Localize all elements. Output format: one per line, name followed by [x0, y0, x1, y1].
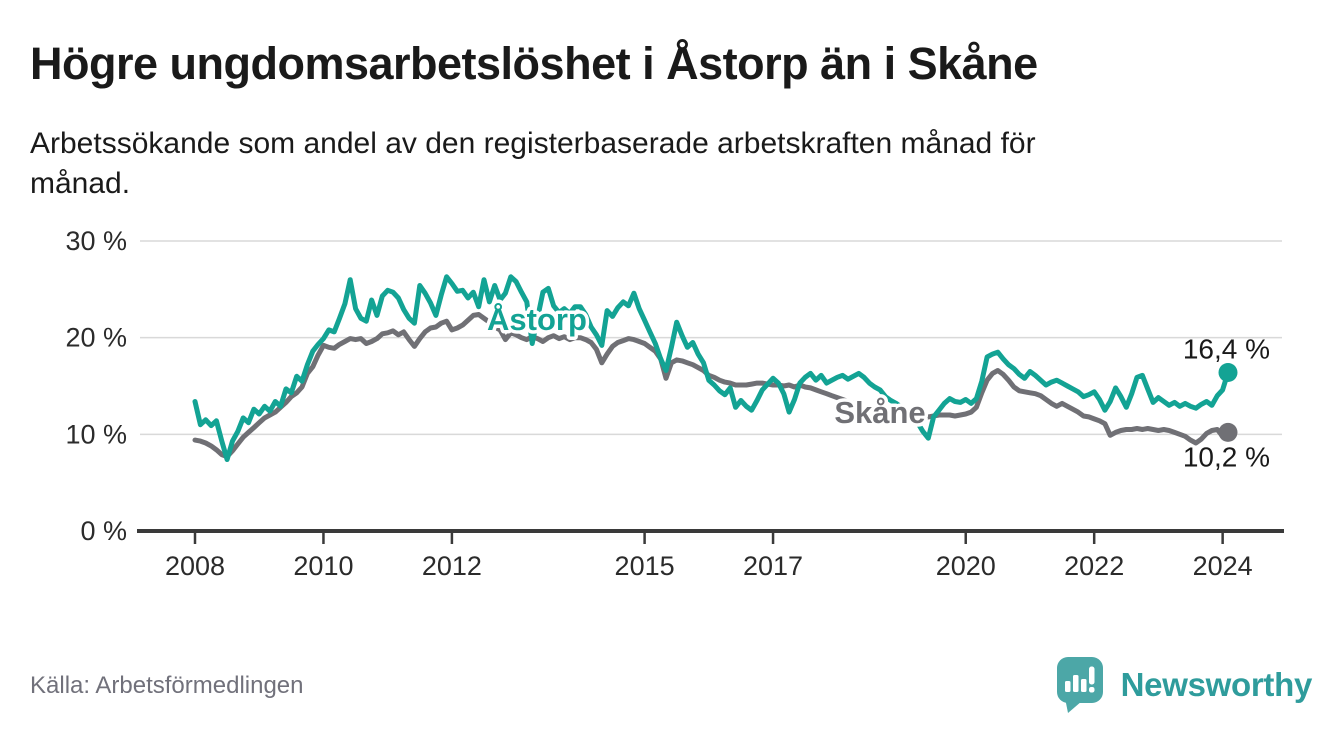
x-axis-label-2017: 2017	[743, 551, 803, 581]
subtitle-line-1: Arbetssökande som andel av den registerb…	[30, 127, 1036, 160]
source-note: Källa: Arbetsförmedlingen	[30, 672, 304, 699]
series-line-Skåne	[192, 312, 1231, 460]
series-label-Skåne: Skåne	[834, 395, 925, 430]
x-axis-label-2008: 2008	[165, 551, 225, 581]
logo-wordmark: Newsworthy	[1120, 665, 1313, 703]
y-axis-label-20: 20 %	[65, 323, 127, 353]
x-axis-label-2020: 2020	[936, 551, 996, 581]
series-line-Åstorp	[192, 274, 1231, 462]
y-axis-label-30: 30 %	[65, 226, 127, 256]
speech-bubble-bar-chart-icon	[1056, 657, 1103, 713]
page-title: Högre ungdomsarbetslöshet i Åstorp än i …	[30, 38, 1038, 89]
end-label-Skåne: 10,2 %	[1183, 441, 1270, 472]
end-label-Åstorp: 16,4 %	[1183, 334, 1270, 365]
y-axis-label-10: 10 %	[65, 419, 127, 449]
y-axis-label-0: 0 %	[80, 516, 127, 546]
end-dot-Skåne	[1218, 422, 1238, 442]
x-axis-label-2015: 2015	[615, 551, 675, 581]
series-label-Åstorp: Åstorp	[487, 302, 587, 337]
end-dot-Åstorp	[1218, 363, 1238, 382]
x-axis-label-2022: 2022	[1064, 551, 1124, 581]
x-axis-label-2010: 2010	[293, 551, 353, 581]
subtitle-line-2: månad.	[30, 167, 131, 200]
x-axis-label-2012: 2012	[422, 551, 482, 581]
x-axis-label-2024: 2024	[1193, 551, 1253, 581]
newsworthy-logo: Newsworthy	[1056, 656, 1312, 713]
page-subtitle: Arbetssökande som andel av den registerb…	[30, 124, 1250, 204]
